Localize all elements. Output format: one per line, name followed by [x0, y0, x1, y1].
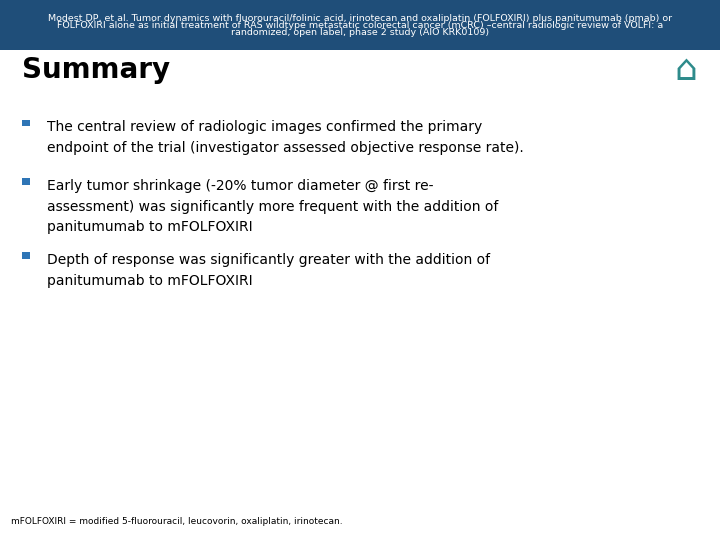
Text: Depth of response was significantly greater with the addition of: Depth of response was significantly grea… [47, 253, 490, 267]
Text: mFOLFOXIRI = modified 5-fluorouracil, leucovorin, oxaliplatin, irinotecan.: mFOLFOXIRI = modified 5-fluorouracil, le… [11, 517, 343, 526]
Text: randomized, open label, phase 2 study (AIO KRK0109): randomized, open label, phase 2 study (A… [231, 28, 489, 37]
Text: Modest DP, et al. Tumor dynamics with fluorouracil/folinic acid, irinotecan and : Modest DP, et al. Tumor dynamics with fl… [48, 14, 672, 23]
Bar [0, 0, 720, 50]
Text: Summary: Summary [22, 56, 170, 84]
Bar [22, 252, 30, 259]
Text: Early tumor shrinkage (-20% tumor diameter @ first re-: Early tumor shrinkage (-20% tumor diamet… [47, 179, 433, 193]
Bar [22, 119, 30, 126]
Text: FOLFOXIRI alone as initial treatment of RAS wildtype metastatic colorectal cance: FOLFOXIRI alone as initial treatment of … [57, 21, 663, 30]
Text: panitumumab to mFOLFOXIRI: panitumumab to mFOLFOXIRI [47, 274, 253, 288]
Text: endpoint of the trial (investigator assessed objective response rate).: endpoint of the trial (investigator asse… [47, 141, 523, 155]
Text: assessment) was significantly more frequent with the addition of: assessment) was significantly more frequ… [47, 200, 498, 214]
Text: The central review of radiologic images confirmed the primary: The central review of radiologic images … [47, 120, 482, 134]
Text: panitumumab to mFOLFOXIRI: panitumumab to mFOLFOXIRI [47, 220, 253, 234]
Bar [22, 178, 30, 185]
Text: ⌂: ⌂ [674, 53, 697, 87]
